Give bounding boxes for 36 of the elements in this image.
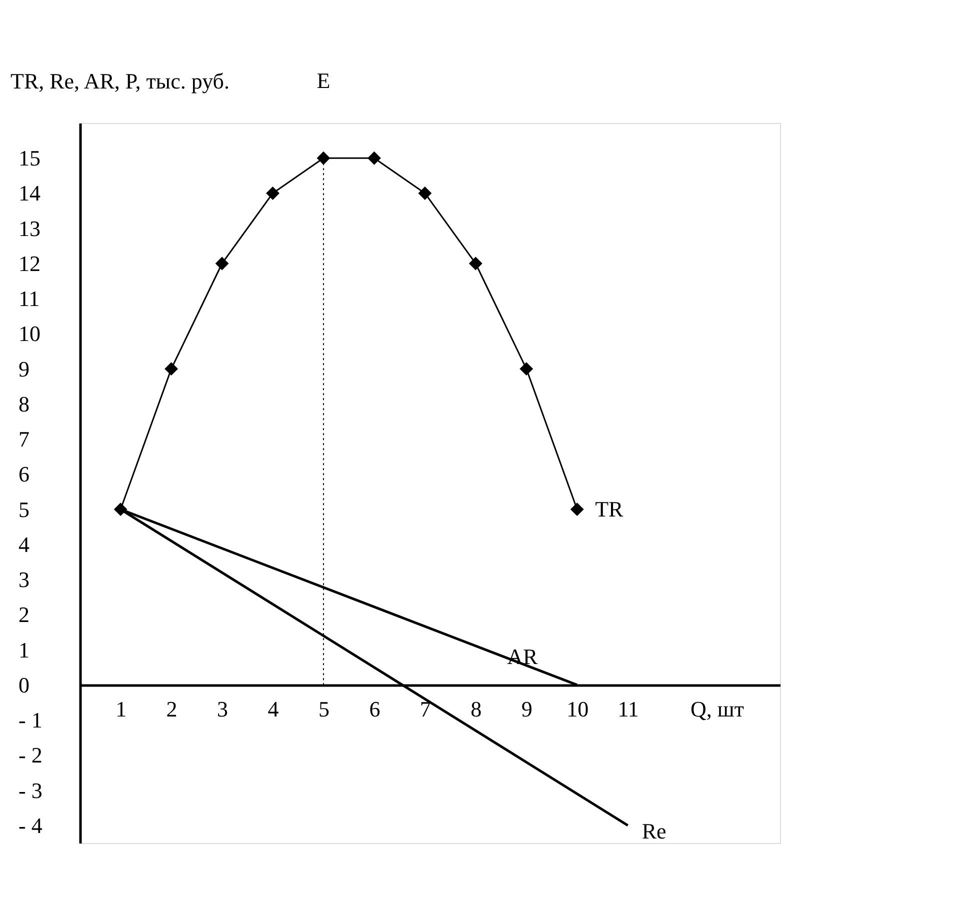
x-tick-label: 3	[217, 696, 228, 722]
y-tick-label: - 1	[18, 708, 42, 733]
y-tick-label: 6	[18, 462, 30, 487]
y-tick-label: - 2	[18, 742, 42, 768]
x-tick-label: 9	[521, 696, 532, 722]
series-label: TR	[595, 496, 624, 522]
y-tick-label: 2	[18, 602, 30, 628]
y-tick-label: 7	[18, 426, 30, 452]
y-tick-label: 1	[18, 637, 30, 662]
y-tick-label: 0	[18, 672, 30, 698]
y-tick-label: - 4	[18, 812, 42, 838]
x-tick-label: 4	[268, 696, 279, 722]
x-tick-label: 1	[116, 696, 127, 722]
x-tick-label: 7	[420, 696, 431, 722]
y-tick-label: 3	[18, 567, 30, 592]
y-tick-label: 5	[18, 496, 30, 522]
y-tick-label: 4	[18, 532, 30, 557]
y-tick-label: 10	[18, 321, 40, 346]
y-tick-label: - 3	[18, 778, 42, 803]
y-tick-label: 15	[18, 146, 40, 171]
x-tick-label: 5	[318, 696, 330, 722]
y-tick-label: 12	[18, 250, 40, 276]
y-tick-label: 13	[18, 216, 40, 241]
x-tick-label: 8	[470, 696, 482, 722]
x-tick-label: 2	[166, 696, 178, 722]
x-tick-label: 11	[618, 696, 639, 722]
y-axis-title: TR, Re, AR, P, тыс. руб.	[10, 68, 230, 94]
ref-line-label: E	[316, 68, 330, 93]
x-tick-label: 10	[566, 696, 589, 722]
y-tick-label: 8	[18, 391, 30, 416]
y-tick-label: 11	[18, 286, 40, 312]
y-tick-label: 14	[18, 180, 40, 206]
series-label: Re	[642, 818, 666, 844]
y-tick-label: 9	[18, 356, 30, 382]
x-tick-label: 6	[369, 696, 380, 722]
x-axis-title: Q, шт	[690, 696, 744, 722]
